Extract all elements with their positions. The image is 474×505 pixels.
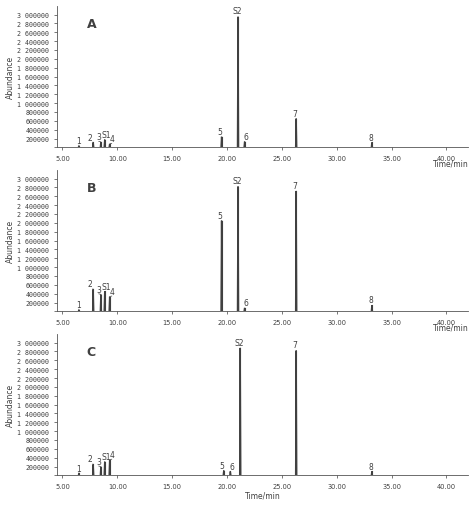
Text: 4: 4 (109, 135, 114, 144)
Polygon shape (109, 460, 110, 476)
Text: S1: S1 (101, 452, 110, 461)
Text: 4: 4 (109, 450, 114, 459)
Text: B: B (87, 182, 96, 194)
Text: 8: 8 (368, 133, 373, 142)
Text: 5: 5 (218, 211, 222, 220)
Polygon shape (371, 306, 373, 312)
Polygon shape (104, 140, 105, 148)
Polygon shape (237, 187, 238, 312)
Polygon shape (371, 472, 373, 476)
Polygon shape (78, 310, 80, 312)
Polygon shape (109, 297, 110, 312)
Text: 3: 3 (96, 457, 101, 466)
Polygon shape (296, 191, 297, 312)
Polygon shape (244, 142, 245, 148)
Polygon shape (78, 474, 80, 476)
Text: 6: 6 (244, 298, 249, 308)
Polygon shape (221, 137, 222, 148)
Polygon shape (100, 467, 101, 476)
Text: 8: 8 (368, 296, 373, 305)
Y-axis label: Abundance: Abundance (6, 220, 15, 263)
Text: 5: 5 (218, 128, 222, 136)
Text: S2: S2 (232, 177, 242, 186)
Text: 5: 5 (219, 461, 225, 470)
Text: 8: 8 (368, 462, 373, 471)
Polygon shape (104, 292, 105, 312)
Text: 3: 3 (96, 285, 101, 294)
Text: 7: 7 (292, 181, 298, 190)
Polygon shape (230, 472, 231, 476)
Polygon shape (296, 351, 297, 476)
Polygon shape (100, 143, 101, 148)
Text: 6: 6 (244, 132, 249, 141)
Text: 1: 1 (76, 464, 82, 473)
Text: 2: 2 (88, 280, 92, 289)
Text: A: A (87, 18, 96, 31)
Text: S1: S1 (101, 130, 110, 139)
Y-axis label: Abundance: Abundance (6, 383, 15, 426)
Text: S1: S1 (101, 282, 110, 291)
Polygon shape (223, 471, 224, 476)
Polygon shape (100, 295, 101, 312)
Text: S2: S2 (234, 338, 244, 347)
Text: 6: 6 (229, 462, 235, 471)
Polygon shape (371, 143, 373, 148)
Text: S2: S2 (232, 8, 242, 16)
Text: 2: 2 (88, 133, 92, 142)
Polygon shape (109, 145, 110, 148)
Text: 7: 7 (292, 110, 298, 119)
Text: 1: 1 (76, 137, 82, 145)
Text: 3: 3 (96, 133, 101, 142)
Text: 1: 1 (76, 300, 82, 310)
Text: 4: 4 (109, 287, 114, 296)
Y-axis label: Abundance: Abundance (6, 56, 15, 99)
Polygon shape (104, 462, 105, 476)
Polygon shape (221, 221, 222, 312)
Text: Time/min: Time/min (433, 323, 468, 332)
Polygon shape (78, 146, 80, 148)
Text: C: C (87, 345, 96, 358)
Text: 7: 7 (292, 341, 298, 350)
Polygon shape (296, 119, 297, 148)
Polygon shape (237, 18, 238, 148)
Polygon shape (92, 465, 94, 476)
Polygon shape (240, 348, 241, 476)
Polygon shape (92, 143, 94, 148)
X-axis label: Time/min: Time/min (245, 490, 281, 499)
Polygon shape (244, 308, 245, 312)
Text: Time/min: Time/min (433, 160, 468, 168)
Text: 2: 2 (88, 454, 92, 464)
Polygon shape (92, 290, 94, 312)
